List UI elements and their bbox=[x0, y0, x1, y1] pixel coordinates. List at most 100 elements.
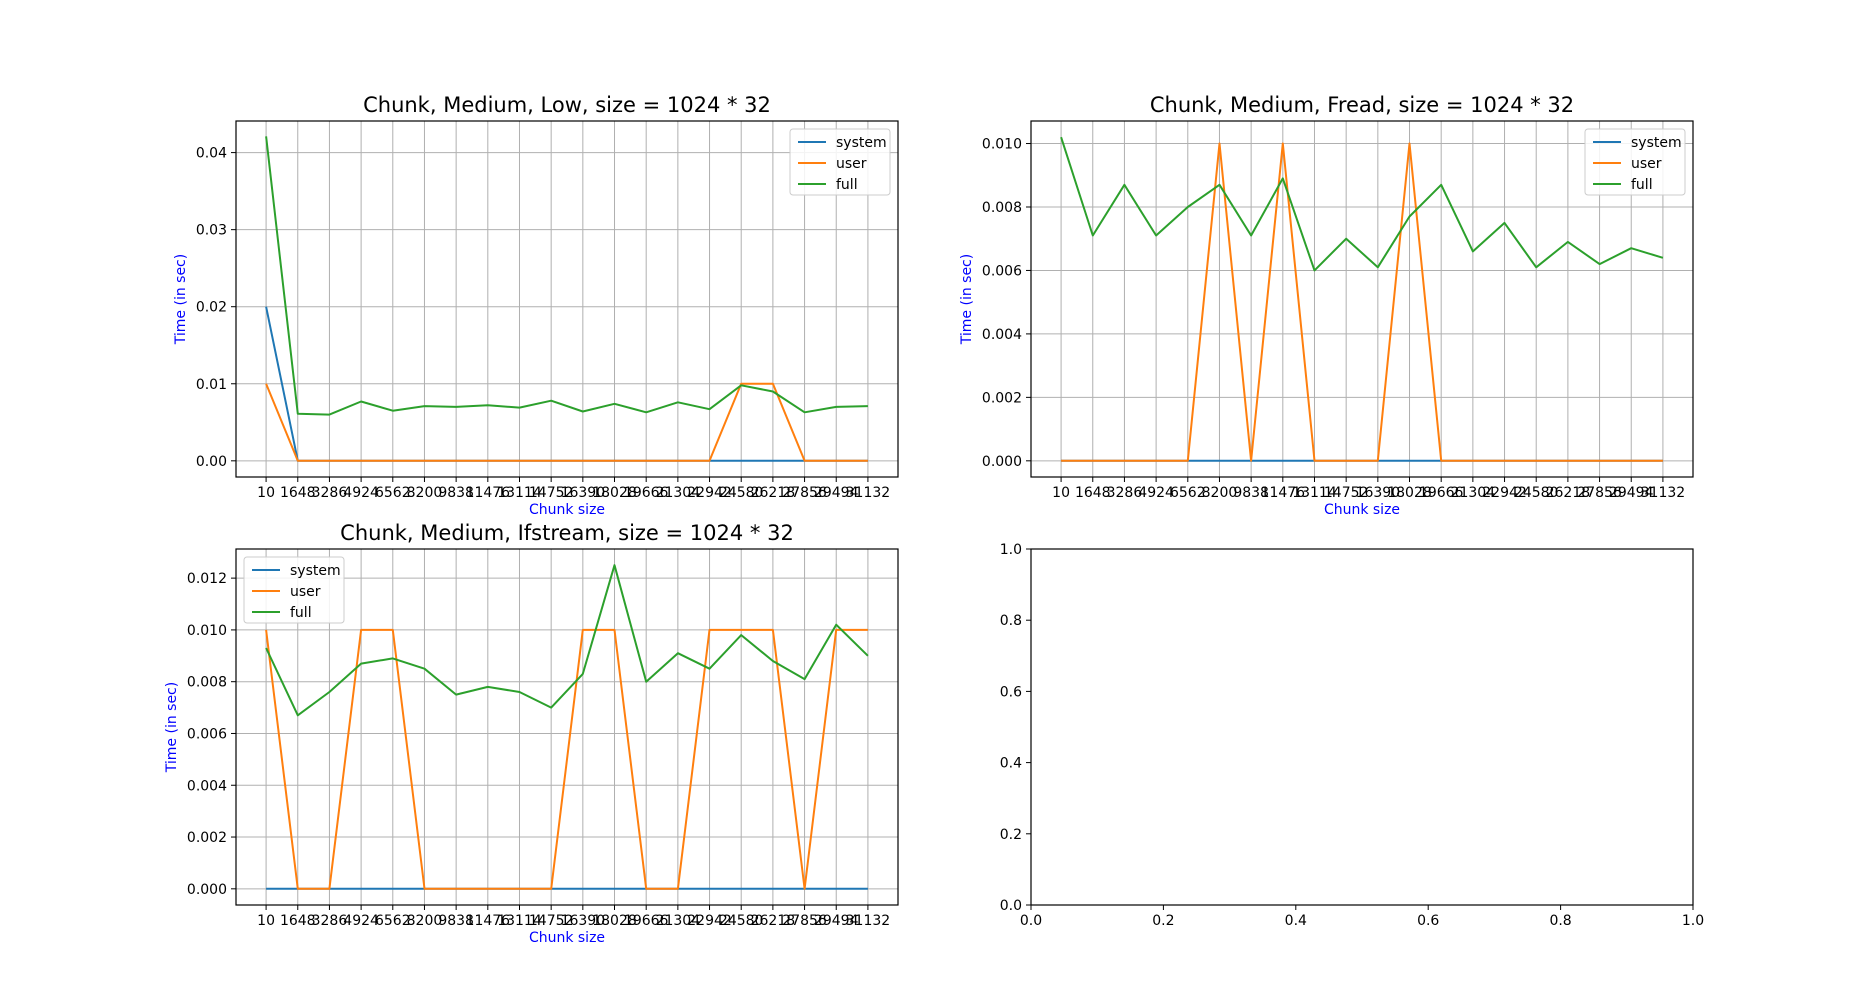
chart3-xtick-label: 6562 bbox=[375, 913, 411, 929]
chart1-xtick-label: 18028 bbox=[592, 485, 637, 501]
chart1-ytick-label: 0.04 bbox=[196, 146, 227, 162]
chart4-xtick-label: 0.0 bbox=[1020, 913, 1042, 929]
chart1-legend-label-system: system bbox=[836, 135, 887, 151]
chart4-ytick-label: 0.0 bbox=[1000, 898, 1022, 914]
chart3-xtick-label: 27856 bbox=[782, 913, 827, 929]
chart1-ytick-label: 0.02 bbox=[196, 300, 227, 316]
chart1-xtick-label: 22942 bbox=[687, 485, 732, 501]
chart2-ytick-label: 0.002 bbox=[982, 390, 1022, 406]
chart3-axes-frame bbox=[235, 548, 899, 906]
chart3-xtick-label: 11476 bbox=[466, 913, 511, 929]
chart3-ytick-label: 0.012 bbox=[187, 571, 227, 587]
chart3-legend-label-full: full bbox=[290, 605, 312, 621]
chart1-xtick-label: 3286 bbox=[312, 485, 348, 501]
chart1-xtick-label: 10 bbox=[257, 485, 275, 501]
chart1-xtick-label: 24580 bbox=[719, 485, 764, 501]
chart1-xlabel: Chunk size bbox=[529, 502, 605, 518]
chart3-ytick-label: 0.002 bbox=[187, 830, 227, 846]
chart1-legend-box bbox=[789, 128, 891, 196]
chart1-legend-label-full: full bbox=[836, 177, 858, 193]
chart2-xtick-label: 4924 bbox=[1138, 485, 1174, 501]
chart1-xtick-label: 1648 bbox=[280, 485, 316, 501]
chart3-xtick-label: 16390 bbox=[561, 913, 606, 929]
chart2-xtick-label: 18028 bbox=[1387, 485, 1432, 501]
chart1-xtick-label: 31132 bbox=[846, 485, 891, 501]
chart2-series-user bbox=[1061, 142, 1663, 462]
chart3-ytick-label: 0.006 bbox=[187, 726, 227, 742]
chart2-ylabel: Time (in sec) bbox=[959, 254, 975, 345]
chart1-ylabel: Time (in sec) bbox=[173, 254, 189, 345]
chart3-series-full bbox=[265, 564, 869, 717]
chart4-xtick-label: 0.2 bbox=[1152, 913, 1174, 929]
chart1-axes-frame bbox=[235, 120, 899, 478]
chart4-ytick-label: 0.2 bbox=[1000, 827, 1022, 843]
chart1-xtick-label: 27856 bbox=[782, 485, 827, 501]
chart1-xtick-label: 13114 bbox=[497, 485, 542, 501]
chart1-xtick-label: 14752 bbox=[529, 485, 574, 501]
chart4-xtick-label: 0.4 bbox=[1285, 913, 1307, 929]
chart1-xtick-label: 29494 bbox=[814, 485, 859, 501]
chart3-xtick-label: 9838 bbox=[438, 913, 474, 929]
chart2-xtick-label: 19666 bbox=[1419, 485, 1464, 501]
chart3-xtick-label: 19666 bbox=[624, 913, 669, 929]
chart2-xtick-label: 13114 bbox=[1292, 485, 1337, 501]
chart3-ylabel: Time (in sec) bbox=[164, 682, 180, 773]
chart3-xtick-label: 31132 bbox=[846, 913, 891, 929]
chart2-legend-label-system: system bbox=[1631, 135, 1682, 151]
chart3-xtick-label: 8200 bbox=[407, 913, 443, 929]
chart2-axes-frame bbox=[1030, 120, 1694, 478]
chart1-series-user bbox=[265, 382, 868, 462]
chart2-xlabel: Chunk size bbox=[1324, 502, 1400, 518]
chart4-xtick-label: 1.0 bbox=[1682, 913, 1704, 929]
chart3-xtick-label: 4924 bbox=[343, 913, 379, 929]
chart3-xtick-label: 21304 bbox=[656, 913, 701, 929]
chart3-xtick-label: 13114 bbox=[497, 913, 542, 929]
chart2-series-full bbox=[1060, 136, 1664, 272]
chart3-ytick-label: 0.010 bbox=[187, 623, 227, 639]
chart3-ytick-label: 0.004 bbox=[187, 778, 227, 794]
chart1-xtick-label: 11476 bbox=[466, 485, 511, 501]
chart2-title: Chunk, Medium, Fread, size = 1024 * 32 bbox=[1150, 93, 1574, 117]
chart2-legend-box bbox=[1584, 128, 1686, 196]
chart3-xtick-label: 26218 bbox=[751, 913, 796, 929]
chart3-xtick-label: 24580 bbox=[719, 913, 764, 929]
chart4-ytick-label: 0.6 bbox=[1000, 684, 1022, 700]
chart2-xtick-label: 27856 bbox=[1577, 485, 1622, 501]
chart3-xtick-label: 14752 bbox=[529, 913, 574, 929]
chart3-legend-box bbox=[243, 556, 345, 624]
chart4-xtick-label: 0.8 bbox=[1549, 913, 1571, 929]
chart1-xtick-label: 26218 bbox=[751, 485, 796, 501]
chart3-xtick-label: 18028 bbox=[592, 913, 637, 929]
chart3-series-user bbox=[265, 628, 868, 890]
chart2-ytick-label: 0.006 bbox=[982, 263, 1022, 279]
chart2-xtick-label: 9838 bbox=[1233, 485, 1269, 501]
chart1-xtick-label: 19666 bbox=[624, 485, 669, 501]
chart2-xtick-label: 21304 bbox=[1451, 485, 1496, 501]
chart3-xtick-label: 3286 bbox=[312, 913, 348, 929]
chart2-xtick-label: 6562 bbox=[1170, 485, 1206, 501]
chart2-xtick-label: 8200 bbox=[1202, 485, 1238, 501]
chart3-xtick-label: 22942 bbox=[687, 913, 732, 929]
chart3-xlabel: Chunk size bbox=[529, 930, 605, 946]
chart2-xtick-label: 24580 bbox=[1514, 485, 1559, 501]
chart3-xtick-label: 10 bbox=[257, 913, 275, 929]
chart4-xtick-label: 0.6 bbox=[1417, 913, 1439, 929]
chart4-ytick-label: 0.4 bbox=[1000, 756, 1022, 772]
chart4-axes-frame bbox=[1030, 548, 1694, 906]
chart1-xtick-label: 16390 bbox=[561, 485, 606, 501]
chart3-legend-label-user: user bbox=[290, 584, 321, 600]
chart2-xtick-label: 3286 bbox=[1107, 485, 1143, 501]
chart1-title: Chunk, Medium, Low, size = 1024 * 32 bbox=[363, 93, 771, 117]
chart1-xtick-label: 21304 bbox=[656, 485, 701, 501]
chart3-title: Chunk, Medium, Ifstream, size = 1024 * 3… bbox=[340, 521, 794, 545]
chart2-ytick-label: 0.008 bbox=[982, 200, 1022, 216]
chart3-xtick-label: 1648 bbox=[280, 913, 316, 929]
chart3-ytick-label: 0.008 bbox=[187, 675, 227, 691]
chart2-legend-label-user: user bbox=[1631, 156, 1662, 172]
chart2-xtick-label: 11476 bbox=[1261, 485, 1306, 501]
chart1-ytick-label: 0.03 bbox=[196, 223, 227, 239]
chart2-ytick-label: 0.004 bbox=[982, 327, 1022, 343]
chart2-xtick-label: 29494 bbox=[1609, 485, 1654, 501]
